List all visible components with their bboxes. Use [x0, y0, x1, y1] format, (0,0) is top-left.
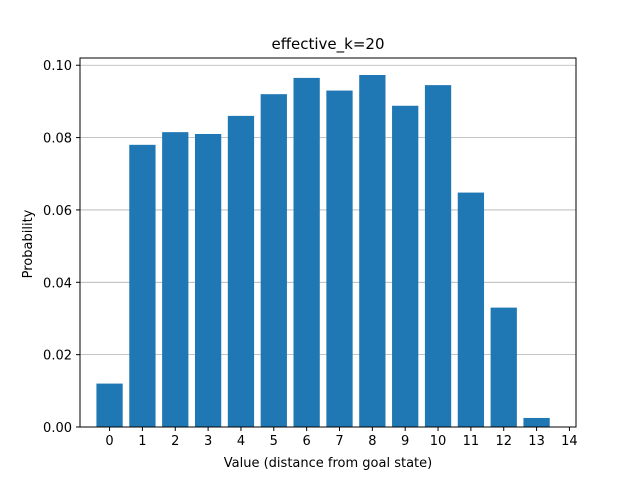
bar-13 — [523, 417, 550, 427]
bar-4 — [227, 115, 255, 427]
bar-9 — [392, 105, 419, 428]
bar-11 — [457, 192, 485, 427]
bar-6 — [293, 77, 320, 427]
y-tick-label: 0.10 — [43, 59, 72, 74]
y-tick-label: 0.08 — [43, 132, 72, 147]
y-axis-label: Probability — [21, 209, 36, 278]
chart-title: effective_k=20 — [271, 35, 384, 54]
y-tick-label: 0.04 — [43, 276, 72, 291]
bars — [96, 75, 550, 428]
y-tick-label: 0.02 — [43, 349, 72, 364]
y-tick-label: 0.06 — [43, 204, 72, 219]
bar-0 — [96, 383, 123, 427]
x-tick-label: 14 — [561, 434, 578, 449]
x-tick-label: 7 — [335, 434, 343, 449]
x-tick-label: 0 — [105, 434, 113, 449]
x-tick-label: 2 — [171, 434, 179, 449]
bar-8 — [359, 75, 386, 428]
x-tick-label: 11 — [463, 434, 480, 449]
x-axis-label: Value (distance from goal state) — [224, 456, 432, 471]
y-tick-label: 0.00 — [43, 421, 72, 436]
bar-10 — [424, 85, 452, 427]
bar-1 — [129, 144, 156, 427]
bar-12 — [490, 307, 517, 427]
axes-frame — [79, 57, 577, 428]
x-tick-label: 1 — [138, 434, 146, 449]
x-tick-label: 12 — [495, 434, 512, 449]
bar-5 — [260, 94, 287, 428]
bar-3 — [194, 133, 222, 427]
bar-2 — [162, 132, 189, 428]
x-tick-label: 5 — [270, 434, 278, 449]
x-tick-label: 6 — [303, 434, 311, 449]
x-tick-label: 3 — [204, 434, 212, 449]
bar-7 — [326, 90, 353, 427]
x-tick-label: 9 — [401, 434, 409, 449]
x-tick-label: 13 — [528, 434, 545, 449]
x-tick-label: 4 — [237, 434, 245, 449]
axes — [79, 57, 577, 428]
y-ticks: 0.00 0.02 0.04 0.06 0.08 0.10 — [43, 59, 80, 436]
x-ticks: 0 1 2 3 4 5 6 7 8 9 10 11 12 13 14 — [105, 427, 578, 449]
x-tick-label: 10 — [430, 434, 447, 449]
x-tick-label: 8 — [368, 434, 376, 449]
